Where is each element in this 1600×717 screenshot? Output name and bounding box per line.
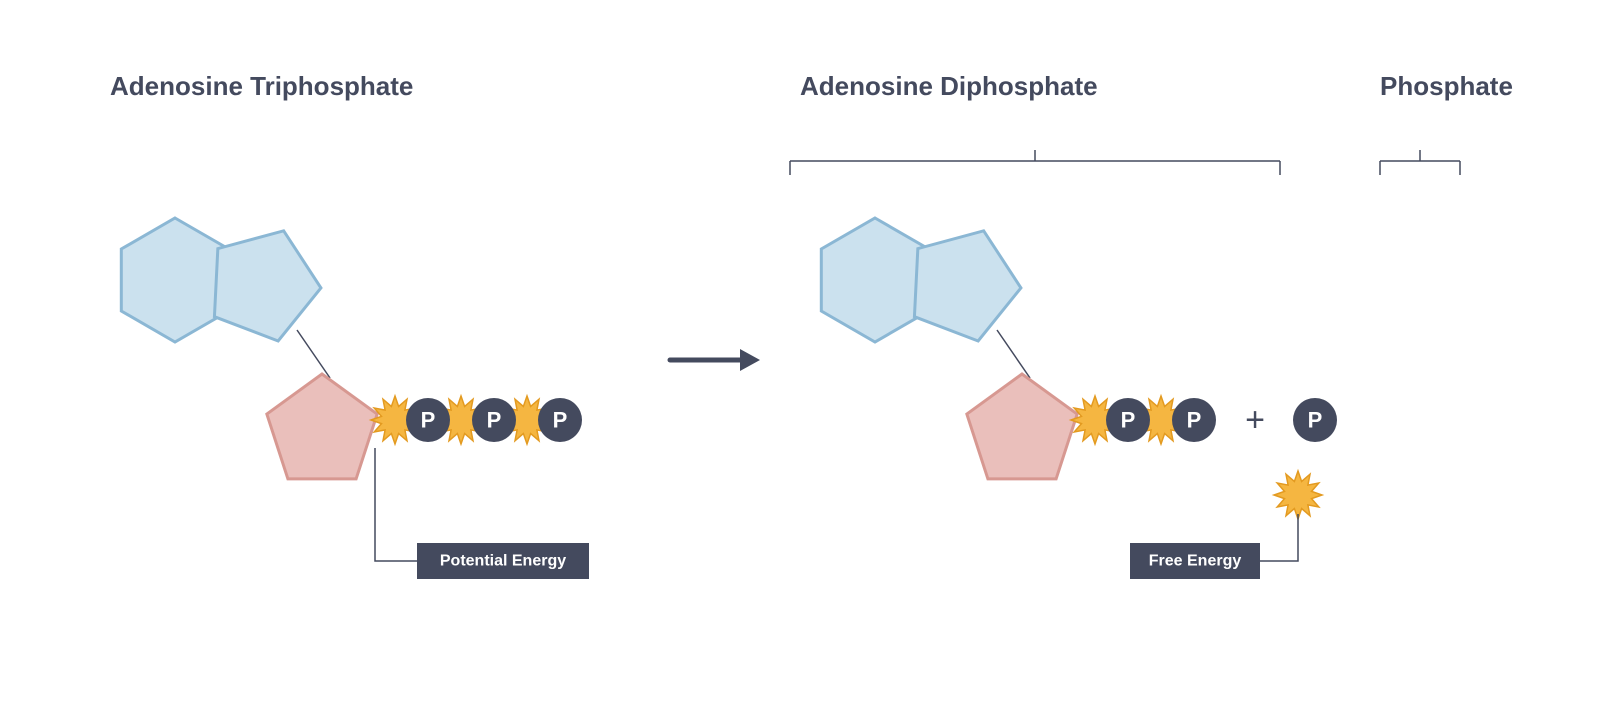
title-phosphate: Phosphate [1380,71,1513,101]
plus-sign: + [1245,401,1265,439]
adenine-pentagon [214,231,321,341]
phosphate-label: P [1121,408,1136,433]
adenine-hexagon [121,218,228,342]
phosphate-label: P [1187,408,1202,433]
adenine-pentagon [914,231,1021,341]
phosphate-label: P [487,408,502,433]
adp-molecule: P P + P Free Energy [821,218,1337,579]
ribose-pentagon [967,374,1077,479]
free-energy-box-label: Free Energy [1149,553,1242,570]
glycosidic-bond [297,330,330,378]
title-adp: Adenosine Diphosphate [800,71,1098,101]
phosphate-label: P [421,408,436,433]
glycosidic-bond [997,330,1030,378]
potential-energy-leader [375,448,417,561]
bracket-adp [790,150,1280,175]
reaction-arrow [670,349,760,371]
free-energy-burst-icon [1274,471,1322,519]
free-energy-leader [1260,514,1298,561]
atp-molecule: P P P Potential Energy [121,218,589,579]
potential-energy-box-label: Potential Energy [440,553,566,570]
adenine-hexagon [821,218,928,342]
phosphate-label: P [553,408,568,433]
bracket-phosphate [1380,150,1460,175]
ribose-pentagon [267,374,377,479]
title-atp: Adenosine Triphosphate [110,71,413,101]
phosphate-label: P [1308,408,1323,433]
